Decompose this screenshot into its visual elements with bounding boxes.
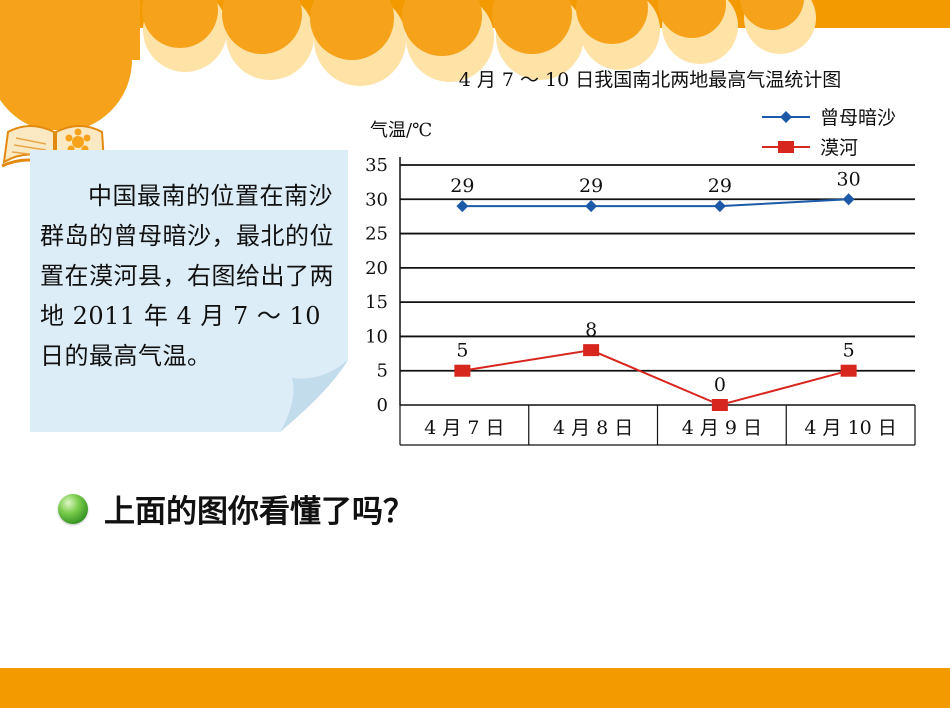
y-tick-label: 20	[365, 258, 388, 279]
y-tick-label: 10	[365, 326, 388, 347]
legend-marker	[780, 111, 792, 123]
series-group: 29 29 29 30 5 8 0 5	[450, 168, 861, 411]
series-line-1	[462, 349, 849, 407]
y-tick-label: 0	[377, 395, 388, 416]
data-point-marker	[713, 200, 726, 213]
data-label: 30	[837, 168, 861, 190]
bottom-orange-bar	[0, 668, 950, 708]
data-label: 5	[456, 340, 468, 362]
legend-marker	[778, 141, 794, 153]
chart-title: 4 月 7 ～ 10 日我国南北两地最高气温统计图	[459, 69, 842, 91]
data-point-marker	[456, 200, 469, 213]
data-point-marker	[454, 364, 471, 377]
x-tick-label: 4 月 7 日	[424, 417, 504, 439]
data-label: 5	[843, 340, 855, 362]
data-point-marker	[842, 193, 855, 206]
y-axis-label: 气温/℃	[370, 120, 432, 141]
data-label: 8	[585, 319, 597, 341]
green-bullet-icon	[58, 493, 88, 524]
data-point-marker	[585, 200, 598, 213]
y-tick-label: 5	[377, 361, 388, 382]
data-label: 0	[714, 374, 726, 396]
question-text: 上面的图你看懂了吗？	[104, 494, 414, 530]
series-line-0	[462, 198, 849, 208]
note-card	[30, 150, 348, 432]
legend-label: 曾母暗沙	[820, 107, 896, 129]
y-tick-label: 15	[365, 292, 388, 313]
data-label: 29	[708, 175, 732, 197]
line-chart: 4 月 7 ～ 10 日我国南北两地最高气温统计图 气温/℃ 0 5 10 15 20 2…	[365, 69, 916, 446]
y-tick-label: 30	[365, 189, 388, 210]
x-axis: 4 月 7 日 4 月 8 日 4 月 9 日 4 月 10 日	[399, 405, 916, 446]
y-tick-labels: 0 5 10 15 20 25 30 35	[365, 155, 388, 416]
legend-label: 漠河	[820, 137, 858, 159]
y-tick-label: 25	[365, 224, 388, 245]
chart-grid	[399, 157, 915, 406]
question-line: 上面的图你看懂了吗？	[58, 486, 414, 531]
y-tick-label: 35	[365, 155, 388, 176]
data-label: 29	[450, 175, 474, 197]
data-point-marker	[711, 399, 728, 411]
data-point-marker	[583, 344, 600, 357]
x-tick-label: 4 月 10 日	[804, 417, 896, 439]
x-tick-label: 4 月 9 日	[682, 417, 762, 439]
top-cloud-decoration	[0, 0, 950, 130]
note-paragraph: 中国最南的位置在南沙群岛的曾母暗沙，最北的位置在漠河县，右图给出了两地 2011…	[40, 182, 334, 370]
data-point-marker	[840, 364, 857, 377]
data-label: 29	[579, 175, 603, 197]
x-tick-label: 4 月 8 日	[553, 417, 633, 439]
